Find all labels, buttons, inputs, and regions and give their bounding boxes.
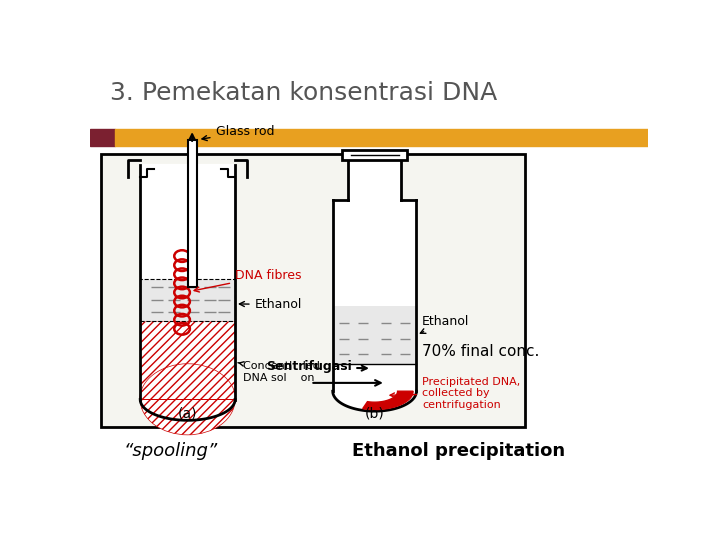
Polygon shape	[333, 200, 416, 411]
Bar	[115, 129, 648, 146]
Bar	[333, 306, 416, 364]
Polygon shape	[140, 165, 235, 420]
Text: (b): (b)	[365, 406, 384, 420]
Text: DNA fibres: DNA fibres	[194, 269, 302, 292]
Polygon shape	[348, 160, 401, 200]
Bar	[140, 279, 235, 321]
Text: Ethanol: Ethanol	[240, 298, 302, 311]
Text: Ethanol precipitation: Ethanol precipitation	[352, 442, 565, 461]
Bar	[101, 154, 526, 427]
Text: Concentl   led
DNA sol    on: Concentl led DNA sol on	[238, 361, 320, 383]
Text: (a): (a)	[178, 406, 197, 420]
Wedge shape	[140, 364, 235, 435]
Text: “spooling”: “spooling”	[124, 442, 217, 461]
Bar	[342, 150, 407, 160]
Polygon shape	[363, 391, 413, 409]
Text: Glass rod: Glass rod	[202, 125, 274, 140]
Text: Ethanol: Ethanol	[420, 315, 469, 333]
Bar	[188, 140, 197, 287]
Text: Precipitated DNA,
collected by
centrifugation: Precipitated DNA, collected by centrifug…	[390, 376, 521, 410]
Text: 70% final conc.: 70% final conc.	[422, 344, 539, 359]
Bar	[90, 129, 115, 146]
Text: 3. Pemekatan konsentrasi DNA: 3. Pemekatan konsentrasi DNA	[109, 82, 497, 105]
Text: Sentrifugasi: Sentrifugasi	[266, 360, 366, 374]
Bar	[140, 321, 235, 400]
